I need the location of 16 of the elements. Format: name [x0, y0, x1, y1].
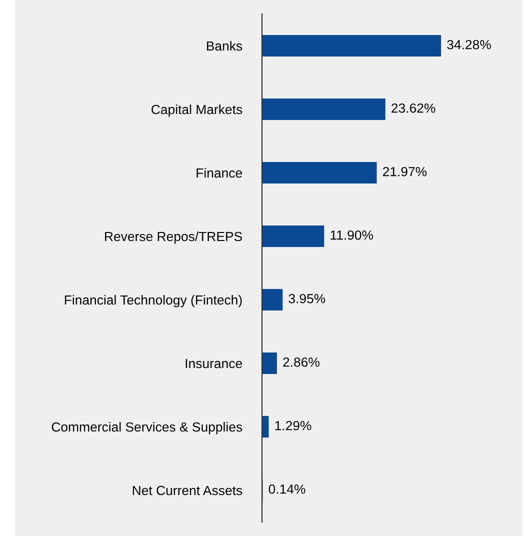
data-label: 3.95% [288, 294, 326, 304]
y-tick-label: Net Current Assets [132, 486, 242, 496]
y-tick-label: Financial Technology (Fintech) [64, 294, 242, 308]
data-label: 23.62% [392, 103, 436, 113]
y-tick-label: Commercial Services & Supplies [52, 422, 242, 434]
y-tick-label: Insurance [186, 358, 242, 368]
data-label: 34.28% [447, 40, 491, 50]
y-tick-label: Reverse Repos/TREPS [105, 231, 242, 244]
data-label: 0.14% [268, 484, 306, 494]
y-tick-label: Capital Markets [152, 104, 242, 117]
y-tick-label: Banks [206, 40, 242, 51]
y-tick-label: Finance [196, 168, 242, 178]
data-label: 21.97% [382, 166, 427, 176]
data-label: 2.86% [283, 357, 320, 367]
data-label: 11.90% [330, 230, 374, 240]
data-label: 1.29% [275, 420, 312, 430]
